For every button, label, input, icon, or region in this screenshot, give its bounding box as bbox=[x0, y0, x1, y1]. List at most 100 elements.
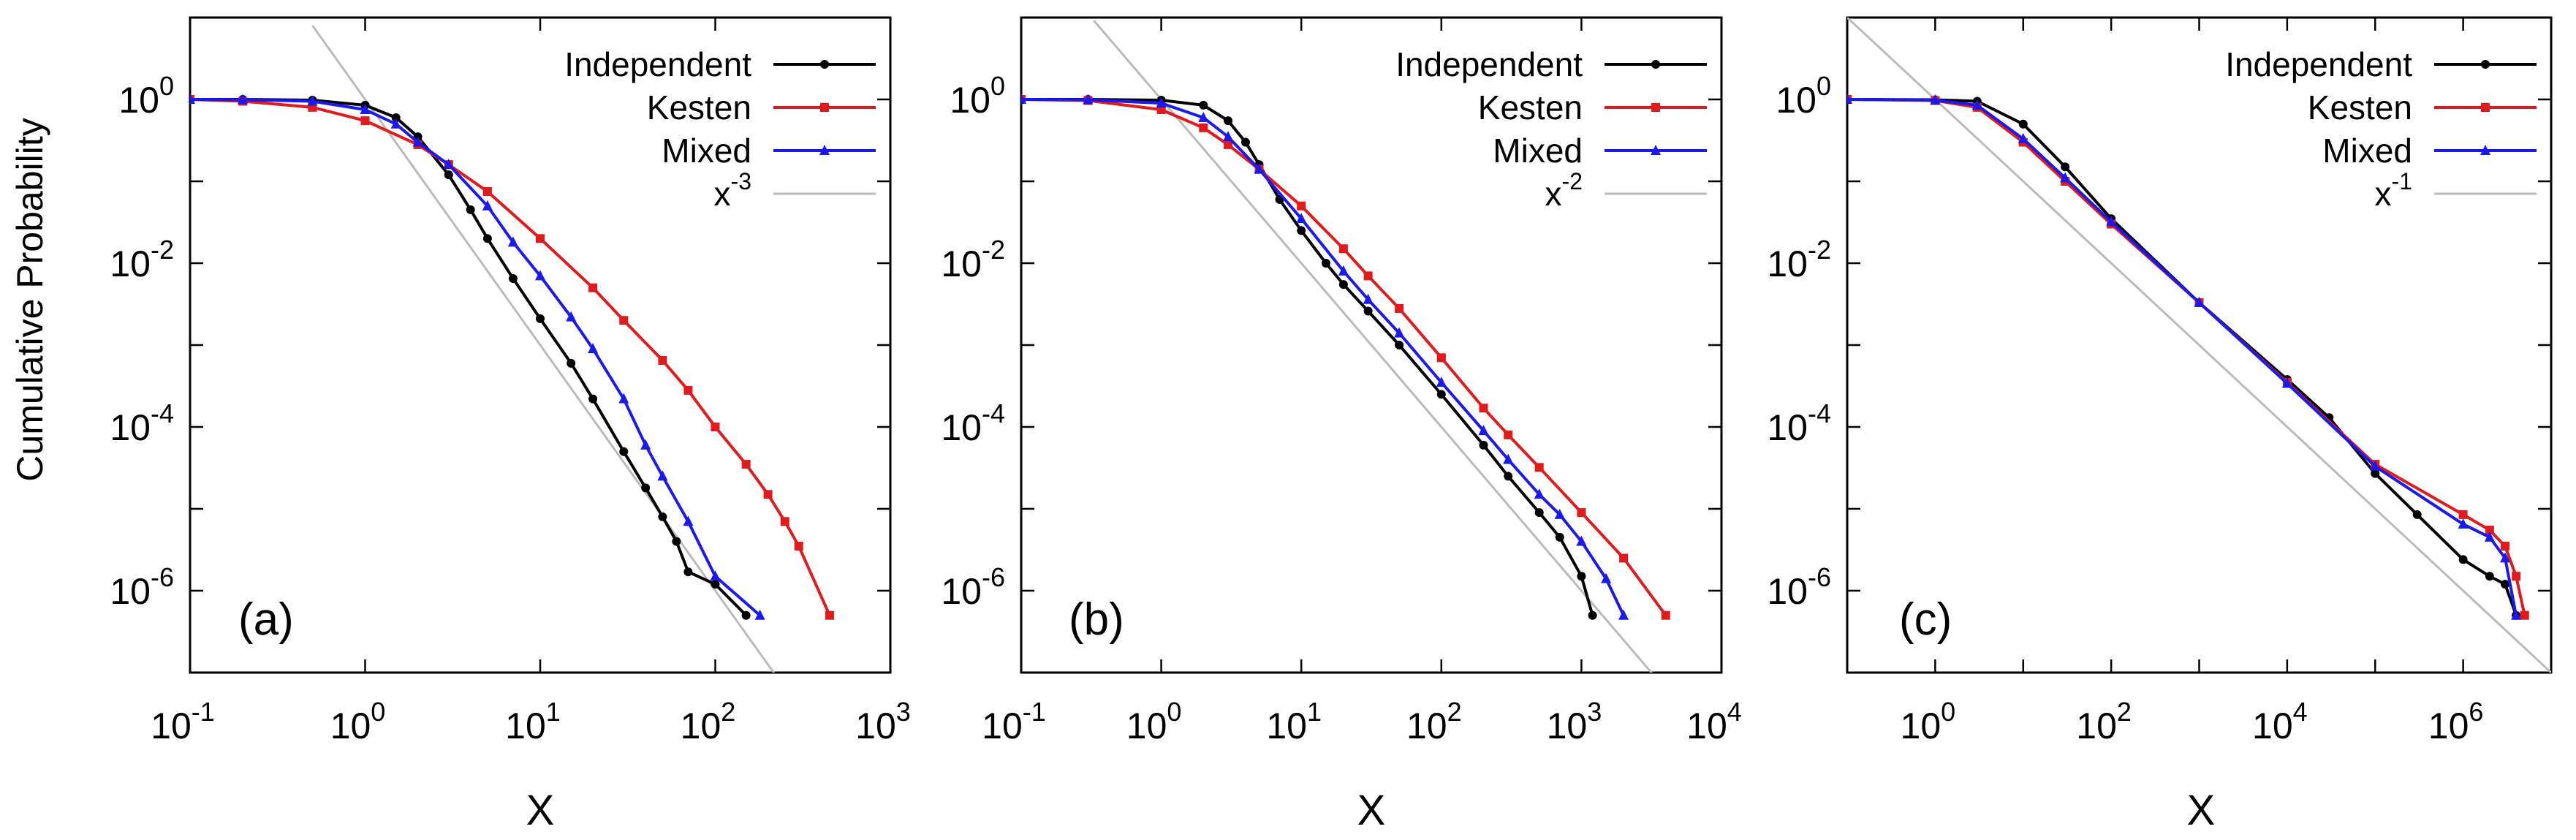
data-point bbox=[307, 95, 318, 106]
data-point bbox=[508, 273, 518, 283]
data-point bbox=[588, 343, 599, 354]
data-point bbox=[1504, 430, 1513, 439]
data-point bbox=[780, 517, 789, 526]
data-point bbox=[2520, 610, 2529, 620]
data-point bbox=[1555, 532, 1564, 542]
data-point bbox=[1436, 353, 1446, 363]
series-line bbox=[1021, 98, 1594, 616]
data-point bbox=[1479, 440, 1488, 450]
x-tick-label: 103 bbox=[1547, 697, 1602, 746]
y-tick-label: 10-6 bbox=[110, 562, 174, 612]
data-point bbox=[2371, 469, 2380, 478]
data-point bbox=[2412, 510, 2422, 519]
data-point bbox=[1021, 94, 1026, 104]
data-point bbox=[466, 205, 475, 214]
x-tick-label: 100 bbox=[1901, 697, 1956, 746]
data-point bbox=[1576, 535, 1587, 546]
data-point bbox=[1224, 116, 1233, 126]
x-axis-label: X bbox=[2187, 787, 2216, 834]
data-point bbox=[2480, 145, 2490, 155]
x-tick-label: 10-1 bbox=[982, 697, 1046, 746]
legend-entry: Kesten bbox=[1478, 88, 1707, 126]
data-point bbox=[2018, 119, 2028, 129]
series-line bbox=[1847, 18, 2551, 673]
data-point bbox=[2281, 377, 2292, 388]
data-point bbox=[825, 610, 834, 620]
legend-label: Kesten bbox=[2308, 88, 2412, 126]
data-point bbox=[1651, 145, 1661, 155]
x-tick-label: 102 bbox=[2076, 697, 2132, 746]
series-x-2 bbox=[1093, 20, 1653, 673]
series-x-1 bbox=[1847, 18, 2551, 673]
data-point bbox=[763, 490, 773, 499]
series-mixed bbox=[1021, 94, 1629, 620]
series-line bbox=[1021, 98, 1625, 616]
legend-entry: Independent bbox=[2225, 45, 2537, 83]
legend-label: Mixed bbox=[1493, 132, 1583, 170]
panel-b: 100 10-2 10-4 10-6 10-1 100 101 102 103 104 (b) X… bbox=[941, 16, 1742, 834]
data-point bbox=[658, 512, 667, 521]
data-point bbox=[1601, 572, 1612, 583]
data-point bbox=[641, 483, 651, 493]
data-point bbox=[507, 236, 518, 247]
y-tick-label: 10-4 bbox=[941, 398, 1005, 448]
data-point bbox=[1297, 226, 1306, 235]
data-point bbox=[1504, 472, 1513, 481]
data-point bbox=[536, 314, 545, 323]
data-point bbox=[640, 439, 651, 450]
legend-entry: Mixed bbox=[1493, 132, 1707, 170]
data-point bbox=[1651, 103, 1660, 112]
data-point bbox=[566, 311, 577, 322]
data-point bbox=[1083, 94, 1094, 105]
data-point bbox=[536, 234, 545, 243]
data-point bbox=[619, 447, 629, 456]
data-point bbox=[2485, 572, 2494, 581]
y-tick-label: 100 bbox=[950, 71, 1005, 121]
data-point bbox=[619, 316, 629, 325]
legend-label: Independent bbox=[564, 45, 751, 83]
data-point bbox=[1338, 265, 1349, 276]
series-layer bbox=[1847, 18, 2551, 673]
y-tick-label: 100 bbox=[1776, 71, 1831, 121]
data-point bbox=[1395, 303, 1404, 313]
data-point bbox=[190, 94, 195, 104]
data-point bbox=[819, 145, 830, 155]
legend-label: x-3 bbox=[714, 168, 751, 213]
series-kesten bbox=[1847, 95, 2529, 620]
legend-label: Independent bbox=[2225, 45, 2412, 83]
series-line bbox=[311, 24, 776, 673]
axis-ticks: 100 10-2 10-4 10-6 10-1 100 101 102 103 104 bbox=[941, 16, 1742, 746]
y-tick-label: 10-2 bbox=[941, 235, 1005, 284]
data-point bbox=[1394, 327, 1405, 338]
legend-entry: Kesten bbox=[2308, 88, 2537, 126]
x-tick-label: 102 bbox=[681, 697, 736, 746]
data-point bbox=[683, 567, 693, 577]
data-point bbox=[2481, 60, 2490, 69]
x-tick-label: 106 bbox=[2428, 697, 2484, 746]
y-axis-label: Cumulative Probability bbox=[10, 118, 50, 481]
y-tick-label: 100 bbox=[118, 71, 174, 121]
series-line bbox=[1847, 98, 2526, 616]
data-point bbox=[1338, 280, 1348, 290]
series-x-3 bbox=[311, 24, 776, 673]
data-point bbox=[683, 515, 694, 526]
series-independent bbox=[1021, 95, 1597, 620]
legend-entry: x-2 bbox=[1545, 168, 1707, 213]
panel-a: 100 10-2 10-4 10-6 10-1 100 101 102 103 (a) X In… bbox=[110, 16, 911, 834]
data-point bbox=[1478, 425, 1489, 436]
data-point bbox=[482, 200, 493, 211]
data-point bbox=[1619, 553, 1629, 563]
panel-label: (c) bbox=[1899, 594, 1952, 645]
axis-ticks: 100 10-2 10-4 10-6 10-1 100 101 102 103 bbox=[110, 16, 911, 746]
data-point bbox=[711, 423, 720, 431]
legend-label: Kesten bbox=[1478, 88, 1583, 126]
legend-label: Mixed bbox=[662, 132, 751, 170]
x-tick-label: 104 bbox=[2252, 697, 2308, 746]
data-point bbox=[820, 60, 829, 69]
data-point bbox=[567, 358, 576, 368]
data-point bbox=[1503, 453, 1514, 464]
data-point bbox=[2061, 162, 2070, 172]
data-point bbox=[1651, 60, 1660, 69]
